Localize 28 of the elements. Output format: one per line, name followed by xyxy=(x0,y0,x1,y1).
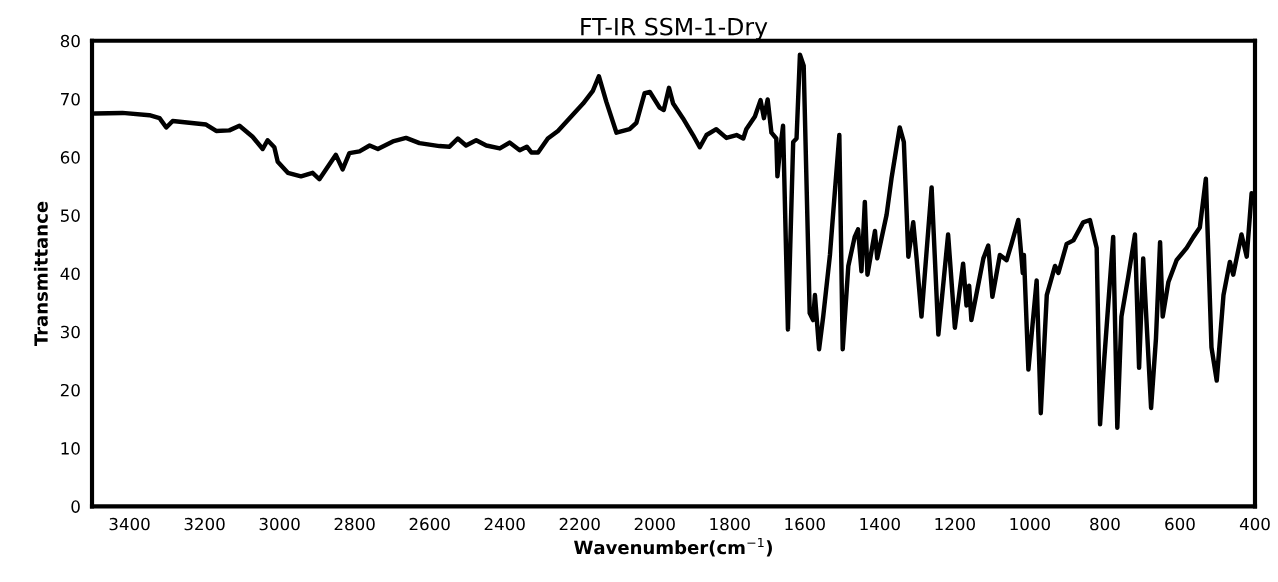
y-tick-label: 10 xyxy=(61,442,80,455)
x-tick-label: 400 xyxy=(1239,517,1270,531)
x-tick-label: 2600 xyxy=(409,517,450,531)
y-tick-label: 20 xyxy=(60,383,80,397)
x-tick-label: 3400 xyxy=(109,517,150,531)
x-tick-label: 2800 xyxy=(334,517,375,531)
y-tick-label: 70 xyxy=(61,92,80,106)
x-tick-label: 3200 xyxy=(184,517,225,531)
x-tick-label: 800 xyxy=(1090,517,1120,531)
x-tick-label: 2400 xyxy=(484,517,525,531)
x-tick-label: 3000 xyxy=(259,517,300,531)
y-tick-label: 50 xyxy=(60,209,80,222)
x-tick-label: 1000 xyxy=(1010,517,1050,531)
x-tick-label: 1600 xyxy=(785,517,825,531)
x-tick-label: 2000 xyxy=(634,517,675,531)
chart-title: FT-IR SSM-1-Dry xyxy=(581,17,768,41)
x-tick-label: 1400 xyxy=(860,517,900,531)
y-tick-label: 0 xyxy=(71,500,80,513)
y-tick-label: 80 xyxy=(60,34,80,48)
y-tick-label: 60 xyxy=(60,151,80,164)
y-tick-label: 40 xyxy=(60,267,80,281)
x-tick-label: 600 xyxy=(1165,517,1195,531)
x-axis-title: Wavenumber(cm$^{−1}$) xyxy=(574,537,772,557)
y-tick-label: 30 xyxy=(60,325,80,339)
x-tick-label: 1200 xyxy=(935,517,975,531)
x-tick-label: 2200 xyxy=(559,517,600,531)
y-axis-title: Transmittance xyxy=(33,201,48,347)
x-tick-label: 1800 xyxy=(710,517,750,531)
